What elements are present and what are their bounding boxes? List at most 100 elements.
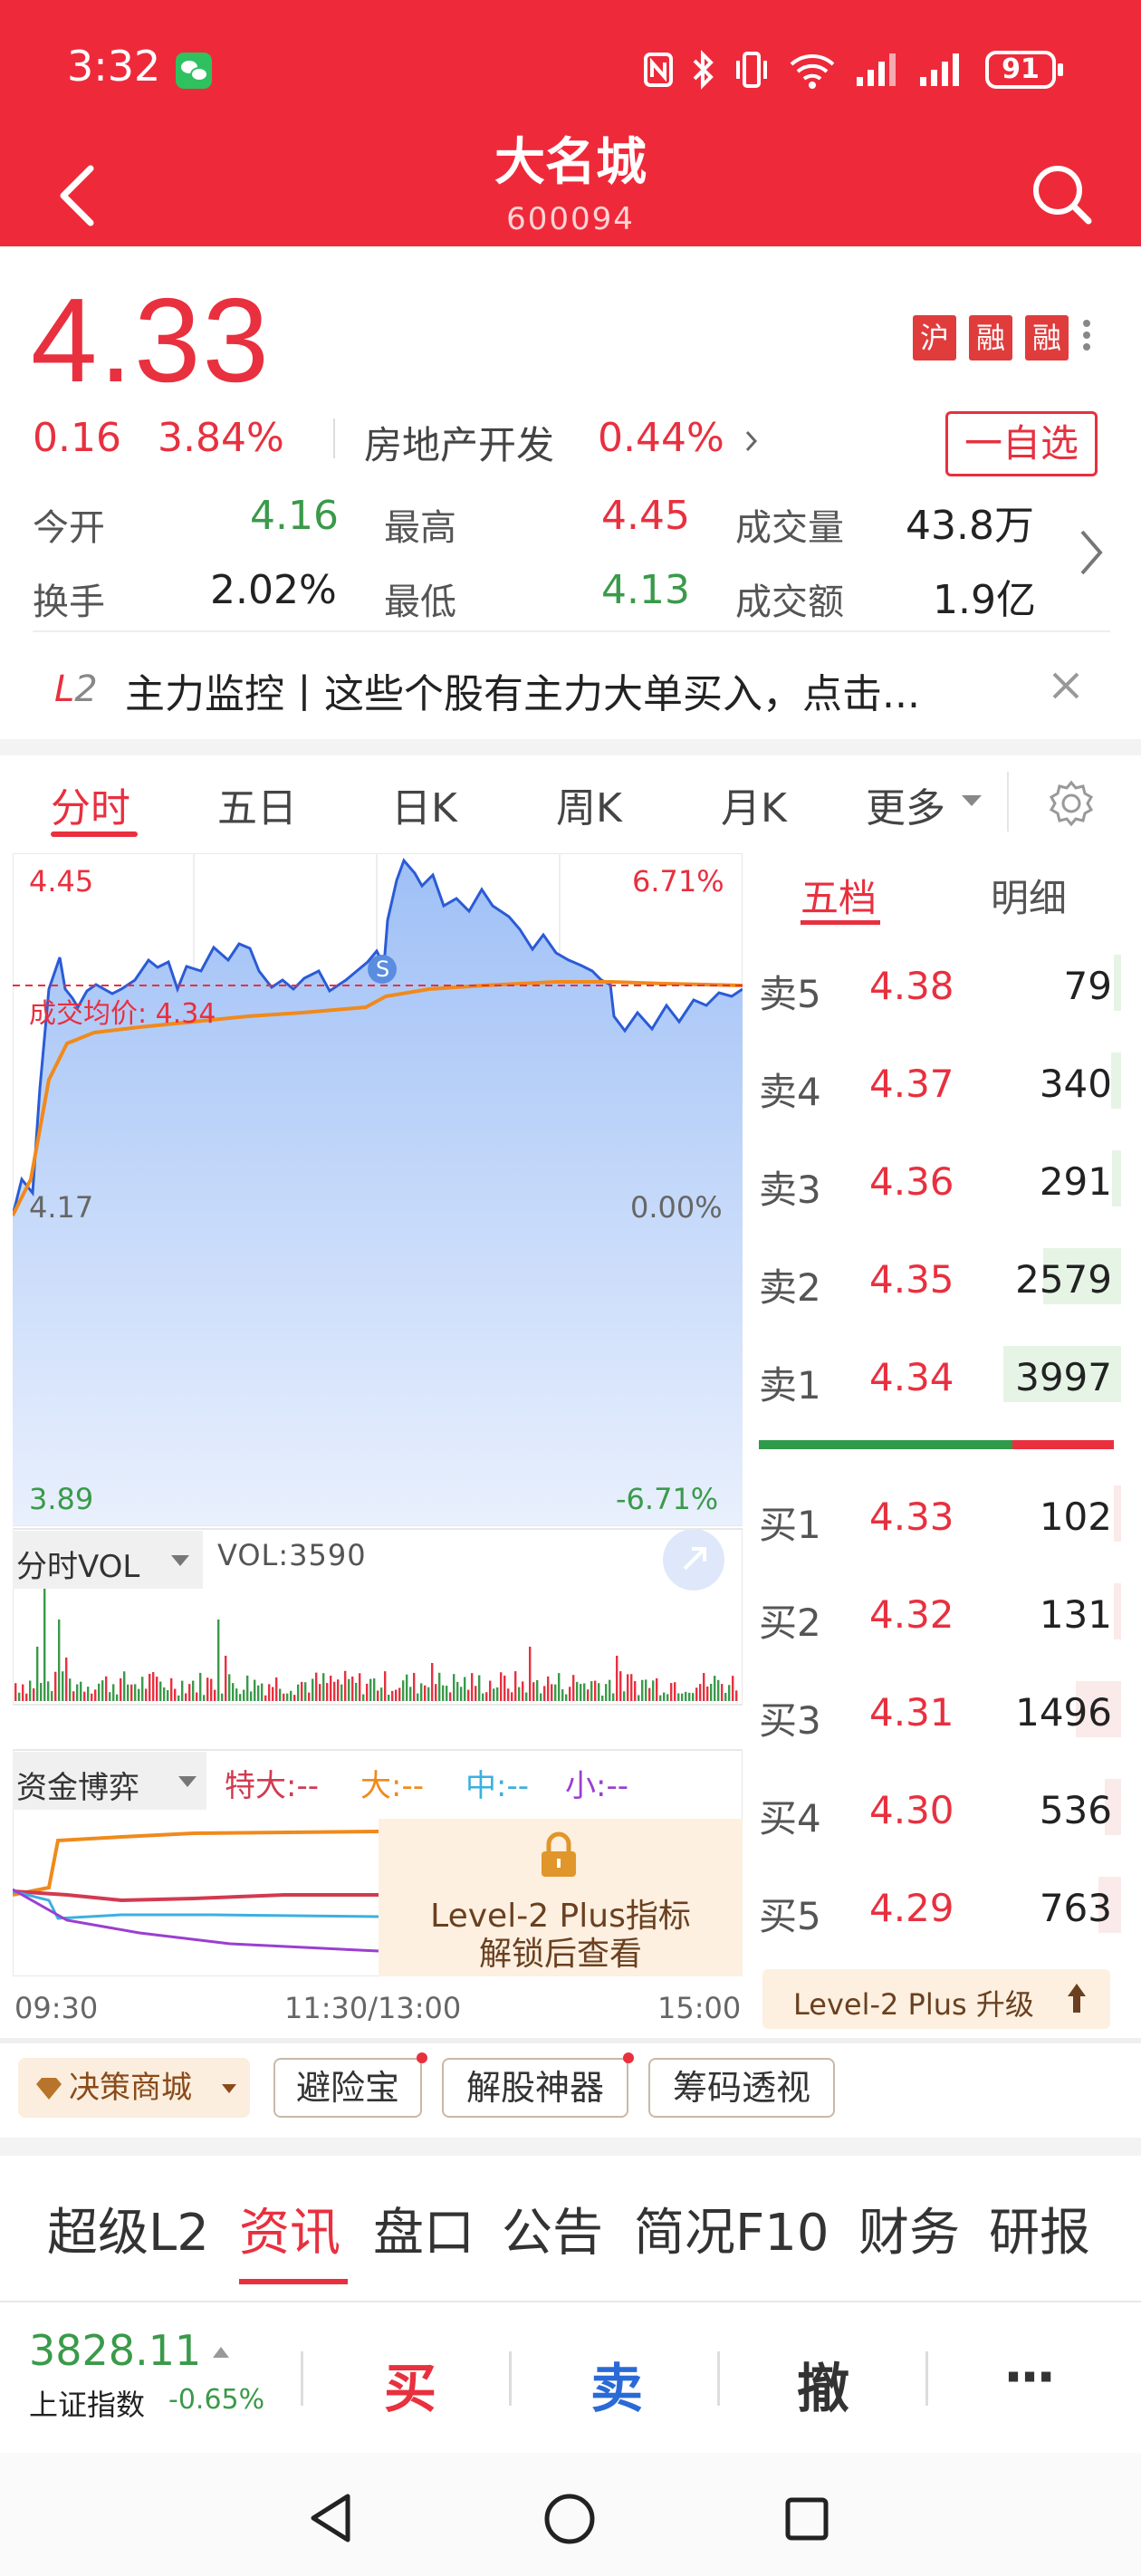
vibrate-icon <box>736 52 767 88</box>
bid-row-2[interactable]: 买2 4.32 131 <box>759 1565 1121 1663</box>
close-icon[interactable] <box>1050 670 1081 701</box>
decision-mall-button[interactable]: 决策商城 <box>18 2058 250 2118</box>
volume-bar <box>619 1671 622 1701</box>
tab-level5[interactable]: 五档 <box>801 876 877 920</box>
index-pct: -0.65% <box>168 2384 265 2416</box>
tool-chip-view-button[interactable]: 筹码透视 <box>648 2058 835 2118</box>
volume-bar <box>395 1689 398 1701</box>
volume-bar <box>340 1684 343 1701</box>
divider <box>33 630 1110 632</box>
tab-monthly[interactable]: 月K <box>721 785 787 831</box>
order-level-label: 买3 <box>759 1698 821 1743</box>
vol-value: VOL:3590 <box>217 1538 367 1572</box>
ask-row-2[interactable]: 卖4 4.37 340 <box>759 1034 1121 1132</box>
search-icon[interactable] <box>1029 161 1094 226</box>
volume-depth-bar <box>1003 1346 1121 1402</box>
ask-row-4[interactable]: 卖2 4.35 2579 <box>759 1230 1121 1328</box>
time-close: 15:00 <box>657 1991 742 2025</box>
tab-detail[interactable]: 明细 <box>991 876 1068 920</box>
volume-bar <box>547 1676 550 1701</box>
volume-bar <box>69 1678 72 1701</box>
tab-news[interactable]: 资讯 <box>239 2204 340 2263</box>
tab-announcements[interactable]: 公告 <box>502 2204 603 2263</box>
bid-row-3[interactable]: 买3 4.31 1496 <box>759 1663 1121 1761</box>
nav-home-icon[interactable] <box>543 2493 596 2545</box>
nav-recents-icon[interactable] <box>784 2496 829 2542</box>
more-actions-button[interactable]: ··· <box>1003 2346 1056 2408</box>
app-header: 3:32 91 大名城 600094 <box>0 0 1141 246</box>
order-price: 4.38 <box>869 964 954 1008</box>
bid-row-5[interactable]: 买5 4.29 763 <box>759 1859 1121 1956</box>
signal-marker[interactable]: S <box>376 956 390 982</box>
sector-pct[interactable]: 0.44% <box>598 415 724 461</box>
volume-bar <box>210 1678 213 1701</box>
bid-row-1[interactable]: 买1 4.33 102 <box>759 1467 1121 1565</box>
volume-bar <box>692 1693 695 1701</box>
l2-banner[interactable]: LL22 主力监控丨这些个股有主力大单买入，点击... <box>0 634 1141 739</box>
tab-daily[interactable]: 日K <box>391 785 457 831</box>
tab-5day[interactable]: 五日 <box>217 785 297 831</box>
buy-button[interactable]: 买 <box>384 2358 437 2419</box>
more-icon[interactable] <box>1083 315 1092 360</box>
bid-row-4[interactable]: 买4 4.30 536 <box>759 1761 1121 1859</box>
order-level-label: 卖5 <box>759 972 821 1016</box>
volume-bar <box>558 1673 561 1701</box>
order-price: 4.29 <box>869 1886 954 1930</box>
tab-super-l2[interactable]: 超级L2 <box>47 2204 209 2263</box>
lock-text-2[interactable]: 解锁后查看 <box>478 1936 642 1973</box>
volume-bar <box>623 1691 626 1701</box>
volume-bar <box>257 1685 260 1701</box>
add-favorite-button[interactable]: 一自选 <box>945 411 1098 476</box>
volume-bar <box>471 1673 474 1701</box>
volume-bar <box>301 1681 303 1701</box>
settings-gear-icon[interactable] <box>1047 779 1096 828</box>
order-level-label: 卖3 <box>759 1168 821 1212</box>
volume-bar <box>36 1647 39 1701</box>
ask-row-3[interactable]: 卖3 4.36 291 <box>759 1132 1121 1230</box>
axis-high-pct: 6.71% <box>632 864 724 899</box>
tool-stock-analyzer-button[interactable]: 解股神器 <box>442 2052 634 2118</box>
tab-finance[interactable]: 财务 <box>858 2204 960 2263</box>
volume-bar <box>214 1689 216 1701</box>
expand-stats-icon[interactable] <box>1078 527 1105 578</box>
tab-f10[interactable]: 简况F10 <box>634 2204 829 2263</box>
volume-bar <box>217 1620 220 1701</box>
current-price: 4.33 <box>31 274 271 407</box>
tab-intraday[interactable]: 分时 <box>51 785 130 831</box>
volume-bar <box>293 1695 296 1701</box>
volume-bar <box>551 1684 553 1701</box>
wechat-icon <box>176 53 212 89</box>
volume-bar <box>735 1690 738 1701</box>
volume-bar <box>344 1670 347 1701</box>
divider <box>925 2351 928 2406</box>
nav-back-icon[interactable] <box>308 2493 353 2543</box>
ask-row-1[interactable]: 卖5 4.38 79 <box>759 937 1121 1034</box>
fullscreen-icon[interactable] <box>663 1529 724 1591</box>
index-value[interactable]: 3828.11 <box>29 2326 202 2375</box>
tab-research[interactable]: 研报 <box>989 2204 1090 2263</box>
status-icons <box>643 47 964 92</box>
sell-button[interactable]: 卖 <box>590 2358 644 2419</box>
order-level-label: 买5 <box>759 1894 821 1938</box>
ask-row-5[interactable]: 卖1 4.34 3997 <box>759 1328 1121 1426</box>
cancel-order-button[interactable]: 撤 <box>797 2358 850 2419</box>
volume-bar <box>464 1677 466 1701</box>
tab-weekly[interactable]: 周K <box>556 785 622 831</box>
volume-bar <box>18 1692 21 1701</box>
back-icon[interactable] <box>51 159 105 232</box>
volume-bar <box>22 1684 24 1701</box>
volume-bar <box>25 1693 28 1701</box>
fund-selector[interactable]: 资金博弈 <box>13 1752 206 1810</box>
divider <box>333 418 335 458</box>
axis-low-pct: -6.71% <box>616 1482 719 1516</box>
vol-selector[interactable]: 分时VOL <box>13 1531 203 1589</box>
volume-bar <box>366 1683 369 1701</box>
intraday-chart[interactable]: 4.45 6.71% 4.17 0.00% 3.89 -6.71% 成交均价: … <box>11 852 743 2025</box>
lock-text[interactable]: Level-2 Plus指标 <box>430 1898 691 1935</box>
tab-handicap[interactable]: 盘口 <box>373 2204 475 2263</box>
upgrade-button[interactable]: Level-2 Plus 升级 <box>762 1969 1110 2029</box>
sector-name[interactable]: 房地产开发 <box>364 423 555 467</box>
volume-bar <box>398 1687 401 1701</box>
tab-more[interactable]: 更多 <box>866 785 945 831</box>
tool-hedge-button[interactable]: 避险宝 <box>273 2052 427 2118</box>
